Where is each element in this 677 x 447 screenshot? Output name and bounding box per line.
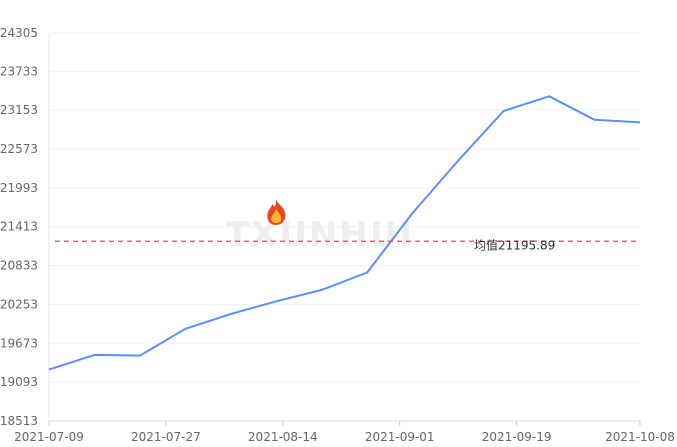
y-axis-ticks: 18513 19093 19673 20253 20833 21413 21993 22573… — [0, 26, 38, 428]
series — [48, 95, 641, 371]
y-tick-label: 20833 — [0, 259, 38, 273]
y-tick-label: 23733 — [0, 64, 38, 78]
fire-icon — [267, 200, 286, 225]
x-tick-label: 2021-08-14 — [248, 430, 318, 444]
x-tick-label: 2021-09-01 — [365, 430, 435, 444]
mean-label: 均值21195.89 — [474, 237, 555, 252]
y-tick-label: 20253 — [0, 297, 38, 311]
y-tick-label: 18513 — [0, 414, 38, 428]
y-tick-label: 22573 — [0, 142, 38, 156]
y-tick-label: 24305 — [0, 26, 38, 40]
fire-inner-flame — [271, 209, 282, 223]
x-tick-label: 2021-07-27 — [131, 430, 201, 444]
mean-line-group: 均值21195.89 — [55, 237, 640, 252]
y-tick-label: 19673 — [0, 336, 38, 350]
watermark: TXUNHUI — [226, 215, 414, 255]
y-tick-label: 21413 — [0, 220, 38, 234]
x-axis-ticks: 2021-07-09 2021-07-27 2021-08-14 2021-09-01… — [14, 421, 675, 444]
x-tick-label: 2021-09-19 — [482, 430, 552, 444]
y-tick-label: 21993 — [0, 181, 38, 195]
x-tick-label: 2021-07-09 — [14, 430, 84, 444]
grid-lines — [49, 32, 640, 383]
y-tick-label: 23153 — [0, 103, 38, 117]
watermark-text: TXUNHUI — [226, 215, 414, 255]
series-line — [48, 95, 641, 371]
y-tick-label: 19093 — [0, 375, 38, 389]
axes — [48, 33, 640, 422]
x-tick-label: 2021-10-08 — [605, 430, 675, 444]
